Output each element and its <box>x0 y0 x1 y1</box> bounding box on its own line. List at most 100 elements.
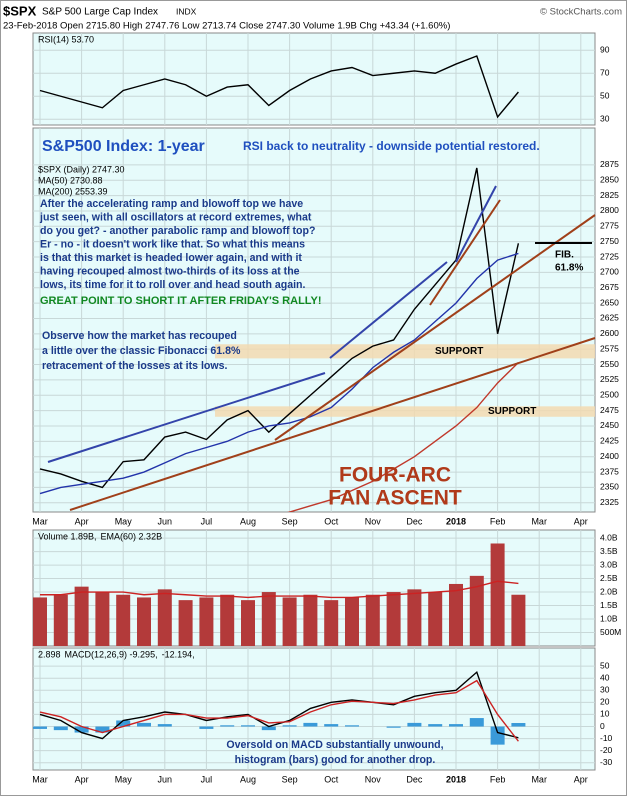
bar <box>386 592 401 646</box>
y-tick-label: 50 <box>600 660 610 670</box>
x-tick-label: Sep <box>282 774 298 784</box>
x-tick-label: Apr <box>574 516 588 526</box>
x-tick-label: Apr <box>574 774 588 784</box>
bar <box>324 600 339 646</box>
y-tick-label: 2425 <box>600 436 619 446</box>
x-tick-label: Mar <box>32 516 48 526</box>
y-tick-label: -10 <box>600 733 613 743</box>
line <box>40 580 519 599</box>
support-zone <box>215 406 595 417</box>
fan-label: FOUR-ARC <box>339 464 451 487</box>
note-line: do you get? - another parabolic ramp and… <box>40 225 315 237</box>
y-tick-label: 40 <box>600 672 610 682</box>
bar <box>469 718 484 727</box>
x-tick-label: Jun <box>158 516 173 526</box>
y-tick-label: 90 <box>600 45 610 55</box>
y-tick-label: 2850 <box>600 174 619 184</box>
bar <box>137 597 151 646</box>
y-tick-label: 2625 <box>600 313 619 323</box>
bar <box>282 597 297 646</box>
x-tick-label: Mar <box>531 516 547 526</box>
credit: © StockCharts.com <box>540 7 622 18</box>
bar <box>282 725 297 727</box>
note-line: having recouped almost two-thirds of its… <box>40 265 300 277</box>
fib-label: 61.8% <box>555 263 583 274</box>
bar <box>33 597 47 646</box>
x-tick-label: May <box>115 516 133 526</box>
y-tick-label: 10 <box>600 709 610 719</box>
x-tick-label: 2018 <box>446 516 466 526</box>
legend-entry: MA(200) 2553.39 <box>38 186 108 196</box>
legend-entry: -12.194, <box>162 649 195 659</box>
x-tick-label: Nov <box>365 774 382 784</box>
callout: GREAT POINT TO SHORT IT AFTER FRIDAY'S R… <box>40 295 322 307</box>
bar <box>261 592 276 646</box>
bar <box>365 594 380 646</box>
x-tick-label: Jul <box>201 516 213 526</box>
x-tick-label: Jun <box>158 774 173 784</box>
y-tick-label: 2700 <box>600 267 619 277</box>
note-line: Oversold on MACD substantially unwound, <box>226 739 443 751</box>
bar <box>407 722 422 727</box>
bar <box>137 722 151 727</box>
legend-entry: MA(50) 2730.88 <box>38 175 103 185</box>
x-tick-label: May <box>115 774 133 784</box>
y-tick-label: 2350 <box>600 482 619 492</box>
bar <box>469 575 484 646</box>
x-tick-label: Jul <box>201 774 213 784</box>
panel-plot <box>33 648 595 770</box>
bar <box>261 726 276 731</box>
bar <box>95 726 110 733</box>
y-tick-label: 2675 <box>600 282 619 292</box>
bar <box>116 594 131 646</box>
bar <box>53 726 68 731</box>
x-tick-label: Mar <box>32 774 48 784</box>
trendline <box>329 261 448 359</box>
bar <box>511 723 526 727</box>
x-tick-label: Oct <box>324 774 339 784</box>
annotation-title: S&P500 Index: 1-year <box>42 138 205 155</box>
index-name: S&P 500 Large Cap Index <box>42 7 158 18</box>
y-tick-label: 2325 <box>600 497 619 507</box>
y-tick-label: -30 <box>600 757 613 767</box>
fan-label: FAN ASCENT <box>328 487 462 510</box>
panel-plot <box>33 128 595 512</box>
trendlines <box>47 185 596 511</box>
x-tick-label: Sep <box>282 516 298 526</box>
bar <box>449 724 463 727</box>
x-tick-label: Oct <box>324 516 339 526</box>
bar <box>490 726 505 745</box>
y-tick-label: 2375 <box>600 466 619 476</box>
trendline <box>274 214 596 441</box>
bar <box>53 594 68 646</box>
panel <box>32 32 596 126</box>
trendline <box>47 372 326 463</box>
y-tick-label: 1.5B <box>600 600 618 610</box>
zone-label: SUPPORT <box>488 406 536 417</box>
y-tick-label: 2800 <box>600 205 619 215</box>
line <box>39 679 519 742</box>
note-line: a little over the classic Fibonacci 61.8… <box>42 345 241 357</box>
y-tick-label: 2575 <box>600 343 619 353</box>
legend-entry: MACD(12,26,9) -9.295, <box>65 649 158 659</box>
y-tick-label: 30 <box>600 685 610 695</box>
y-tick-label: 2725 <box>600 251 619 261</box>
legend-entry: EMA(60) 2.32B <box>101 531 163 541</box>
y-tick-label: 2400 <box>600 451 619 461</box>
x-tick-label: Aug <box>240 516 256 526</box>
bar <box>199 597 214 646</box>
bar <box>386 726 401 728</box>
quote: 23-Feb-2018 Open 2715.80 High 2747.76 Lo… <box>3 21 450 32</box>
y-tick-label: 20 <box>600 697 610 707</box>
y-tick-label: 70 <box>600 68 610 78</box>
x-tick-label: Dec <box>406 516 423 526</box>
x-tick-label: Feb <box>490 774 506 784</box>
panel <box>32 647 596 771</box>
x-tick-label: Apr <box>75 516 89 526</box>
bar <box>241 600 255 646</box>
symbol: $SPX <box>3 3 37 18</box>
y-tick-label: 2775 <box>600 221 619 231</box>
trendline <box>429 199 501 306</box>
y-tick-label: 3.5B <box>600 546 618 556</box>
